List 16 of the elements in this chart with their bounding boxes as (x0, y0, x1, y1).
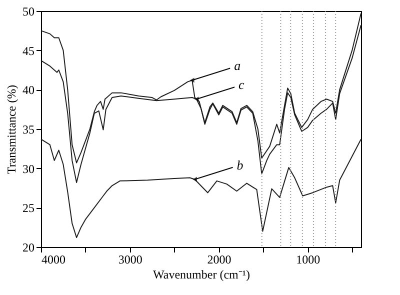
y-tick-label: 25 (22, 201, 34, 216)
y-tick-label: 30 (22, 162, 34, 176)
y-tick-label: 35 (22, 122, 34, 136)
x-tick-label: 2000 (207, 252, 232, 266)
annotation: b (236, 157, 244, 172)
y-tick-label: 45 (22, 44, 34, 58)
x-tick-label: 4000 (42, 252, 66, 266)
y-tick-label: 20 (22, 240, 34, 254)
x-tick-label: 1000 (296, 252, 320, 266)
y-tick-label: 50 (22, 4, 34, 18)
annotation: a (234, 58, 242, 74)
y-tick-label: 40 (22, 83, 34, 98)
annotation: c (238, 77, 245, 92)
y-axis-title: Transmittance (%) (4, 84, 18, 174)
x-axis-title: Wavenumber (cm⁻¹) (153, 268, 250, 282)
x-tick-label: 3000 (118, 252, 142, 266)
